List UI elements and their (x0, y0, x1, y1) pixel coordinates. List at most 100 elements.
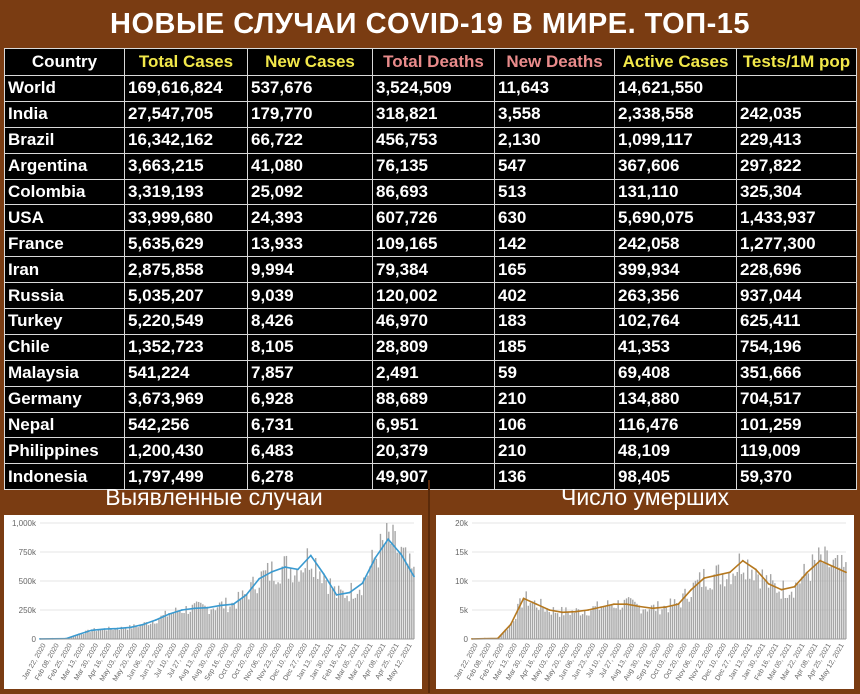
daily-bar (766, 575, 767, 639)
daily-bar (707, 590, 708, 639)
daily-bar (162, 615, 163, 639)
table-cell: 351,666 (737, 360, 857, 386)
average-point (755, 569, 757, 571)
table-cell: 5,035,207 (125, 283, 248, 309)
daily-bar (353, 599, 354, 639)
daily-bar (574, 613, 575, 639)
daily-bar (123, 629, 124, 639)
daily-bar (112, 630, 113, 639)
daily-bar (401, 547, 402, 639)
daily-bar (321, 583, 322, 639)
table-cell: 1,099,117 (615, 127, 737, 153)
cases-section-title: Выявленные случаи (0, 480, 428, 514)
daily-bar (173, 613, 174, 639)
daily-bar (305, 568, 306, 639)
daily-bar (275, 584, 276, 639)
daily-bar (344, 598, 345, 639)
daily-bar (801, 577, 802, 639)
daily-bar (392, 525, 393, 639)
daily-bar (355, 598, 356, 639)
daily-bar (83, 634, 84, 639)
table-cell: 8,105 (248, 334, 373, 360)
daily-bar (231, 603, 232, 639)
table-cell: 134,880 (615, 386, 737, 412)
average-point (768, 583, 770, 585)
table-cell: 399,934 (615, 257, 737, 283)
daily-bar (808, 573, 809, 639)
daily-bar (227, 612, 228, 639)
daily-bar (753, 580, 754, 639)
table-cell: 325,304 (737, 179, 857, 205)
daily-bar (221, 601, 222, 639)
section-divider (428, 480, 430, 693)
table-cell: India (5, 101, 125, 127)
daily-bar (590, 610, 591, 639)
average-point (832, 566, 834, 568)
daily-bar (309, 570, 310, 639)
daily-bar (325, 580, 326, 639)
daily-bar (757, 574, 758, 639)
daily-bar (734, 576, 735, 639)
daily-bar (263, 570, 264, 639)
daily-bar (624, 600, 625, 639)
daily-bar (376, 559, 377, 639)
daily-bar (296, 569, 297, 639)
daily-bar (774, 583, 775, 639)
daily-bar (190, 612, 191, 639)
daily-bar (776, 593, 777, 639)
table-cell: 367,606 (615, 153, 737, 179)
daily-bar (762, 569, 763, 639)
average-point (297, 569, 299, 571)
daily-bar (154, 624, 155, 639)
daily-bar (678, 604, 679, 639)
table-cell: Philippines (5, 438, 125, 464)
table-cell: 2,875,858 (125, 257, 248, 283)
average-point (742, 560, 744, 562)
daily-bar (567, 612, 568, 639)
daily-bar (119, 630, 120, 639)
average-point (387, 538, 389, 540)
daily-bar (634, 602, 635, 639)
average-point (413, 575, 415, 577)
daily-bar (588, 616, 589, 639)
average-point (561, 611, 563, 613)
daily-bar (688, 602, 689, 639)
daily-bar (290, 568, 291, 639)
table-cell: 7,857 (248, 360, 373, 386)
table-cell: 11,643 (495, 76, 615, 102)
daily-bar (795, 582, 796, 639)
table-cell: 69,408 (615, 360, 737, 386)
daily-bar (361, 595, 362, 639)
table-cell: 5,635,629 (125, 231, 248, 257)
daily-bar (403, 548, 404, 639)
table-cell: 6,951 (373, 412, 495, 438)
daily-bar (413, 567, 414, 639)
table-cell: 25,092 (248, 179, 373, 205)
daily-bar (772, 580, 773, 639)
daily-bar (791, 592, 792, 639)
daily-bar (745, 579, 746, 639)
daily-bar (620, 610, 621, 639)
table-cell: 1,277,300 (737, 231, 857, 257)
column-header: Total Deaths (373, 49, 495, 76)
daily-bar (284, 556, 285, 639)
daily-bar (192, 605, 193, 639)
daily-bar (359, 590, 360, 639)
table-cell: 542,256 (125, 412, 248, 438)
daily-bar (603, 606, 604, 639)
average-point (181, 609, 183, 611)
daily-bar (553, 607, 554, 639)
daily-bar (691, 597, 692, 639)
daily-bar (695, 581, 696, 639)
daily-bar (655, 611, 656, 639)
table-cell: 119,009 (737, 438, 857, 464)
daily-bar (104, 630, 105, 639)
daily-bar (330, 578, 331, 639)
average-point (284, 566, 286, 568)
daily-bar (822, 563, 823, 639)
daily-bar (714, 574, 715, 639)
table-cell: 704,517 (737, 386, 857, 412)
